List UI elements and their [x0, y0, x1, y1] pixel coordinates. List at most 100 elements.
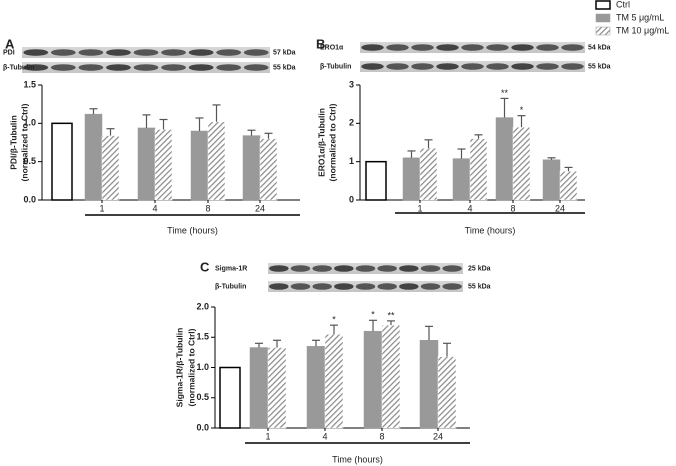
blot-band [420, 265, 441, 272]
blot-band [133, 49, 159, 56]
x-tick-label: 24 [555, 203, 565, 213]
y-tick-label: 0.5 [23, 156, 36, 166]
bar [101, 135, 120, 201]
blot-size: 55 kDa [273, 64, 296, 71]
x-label: Time (hours) [465, 225, 516, 235]
x-tick-label: 8 [379, 431, 384, 441]
x-tick-label: 1 [417, 203, 422, 213]
blot-band [188, 64, 214, 71]
bar [190, 130, 209, 201]
blot-band [334, 265, 354, 272]
significance: ** [387, 310, 395, 320]
significance: * [371, 310, 375, 320]
blot-band [361, 63, 384, 70]
blot-band [511, 44, 534, 51]
bar [381, 324, 401, 429]
blot-band [23, 49, 49, 56]
significance: * [520, 105, 524, 115]
blot-band [436, 44, 459, 51]
legend-swatch [595, 0, 611, 10]
y-tick-label: 1.5 [196, 332, 209, 342]
blot-band [188, 49, 214, 56]
blot-label: ERO1α [320, 44, 344, 51]
bar [419, 148, 438, 201]
blot-band [399, 283, 419, 290]
blot-band [355, 283, 376, 290]
blot-band [269, 283, 289, 290]
legend-label: TM 10 μg/mL [616, 25, 669, 35]
blot-band [411, 63, 434, 70]
blot-band [290, 265, 311, 272]
y-label: Sigma-1R/β-Tubulin (normalized to Ctrl) [174, 328, 196, 408]
blot-band [269, 265, 289, 272]
blot-band [243, 64, 269, 71]
legend-label: Ctrl [616, 0, 630, 9]
blot-band [486, 44, 509, 51]
bar [207, 121, 226, 201]
blot-band [312, 283, 332, 290]
blot-band [50, 64, 76, 71]
legend-swatch [595, 26, 611, 36]
panel-label: B [316, 36, 325, 51]
y-tick-label: 0.0 [196, 422, 209, 432]
blot-label: Sigma-1R [215, 265, 247, 272]
significance: ** [501, 88, 509, 98]
bar [419, 340, 439, 429]
bar [154, 129, 173, 201]
bar [84, 113, 103, 201]
bar [365, 160, 387, 201]
blot-size: 55 kDa [588, 63, 611, 70]
y-tick-label: 0.5 [196, 392, 209, 402]
y-tick-label: 1.0 [196, 362, 209, 372]
blot-band [377, 265, 397, 272]
blot-band [536, 63, 559, 70]
blot-band [361, 44, 384, 51]
blot-band [216, 64, 242, 71]
blot-band [23, 64, 49, 71]
bar [137, 127, 156, 201]
blot-band [161, 49, 186, 56]
y-tick-label: 1 [349, 156, 354, 166]
bar [267, 347, 287, 429]
blot-band [461, 63, 484, 70]
x-tick-label: 1 [265, 431, 270, 441]
blot-band [78, 64, 104, 71]
blot-label: β-Tubulin [3, 64, 34, 71]
blot-size: 55 kDa [468, 283, 491, 290]
blot-label: β-Tubulin [215, 283, 246, 290]
y-tick-label: 3 [349, 79, 354, 89]
blot-band [377, 283, 397, 290]
blot-band [561, 44, 584, 51]
y-label: ERO1α/β-Tubulin (normalized to Ctrl) [316, 103, 337, 181]
blot-band [411, 44, 434, 51]
x-tick-label: 4 [467, 203, 472, 213]
blot-size: 54 kDa [588, 44, 611, 51]
y-label-line: (normalized to Ctrl) [327, 103, 337, 181]
legend-swatch [595, 13, 611, 23]
x-tick-label: 4 [322, 431, 327, 441]
blot-band [290, 283, 311, 290]
y-label-line: ERO1α/β-Tubulin [316, 108, 326, 177]
blot-label: β-Tubulin [320, 63, 351, 70]
bar [452, 158, 471, 201]
blot-band [133, 64, 159, 71]
bar [306, 346, 326, 429]
blot-band [536, 44, 559, 51]
bar [402, 157, 421, 201]
panel-label: A [5, 36, 15, 51]
blot-band [355, 265, 376, 272]
x-tick-label: 8 [510, 203, 515, 213]
bar [363, 330, 383, 429]
blot-band [442, 265, 462, 272]
bar [219, 366, 241, 429]
blot-label: PDI [3, 49, 15, 56]
y-label-line: (normalized to Ctrl) [19, 103, 29, 181]
blot-band [561, 63, 584, 70]
x-tick-label: 1 [99, 203, 104, 213]
blot-band [442, 283, 462, 290]
panel-label: C [200, 259, 210, 274]
x-tick-label: 24 [255, 203, 265, 213]
bar [437, 356, 457, 429]
legend-label: TM 5 μg/mL [616, 12, 664, 22]
